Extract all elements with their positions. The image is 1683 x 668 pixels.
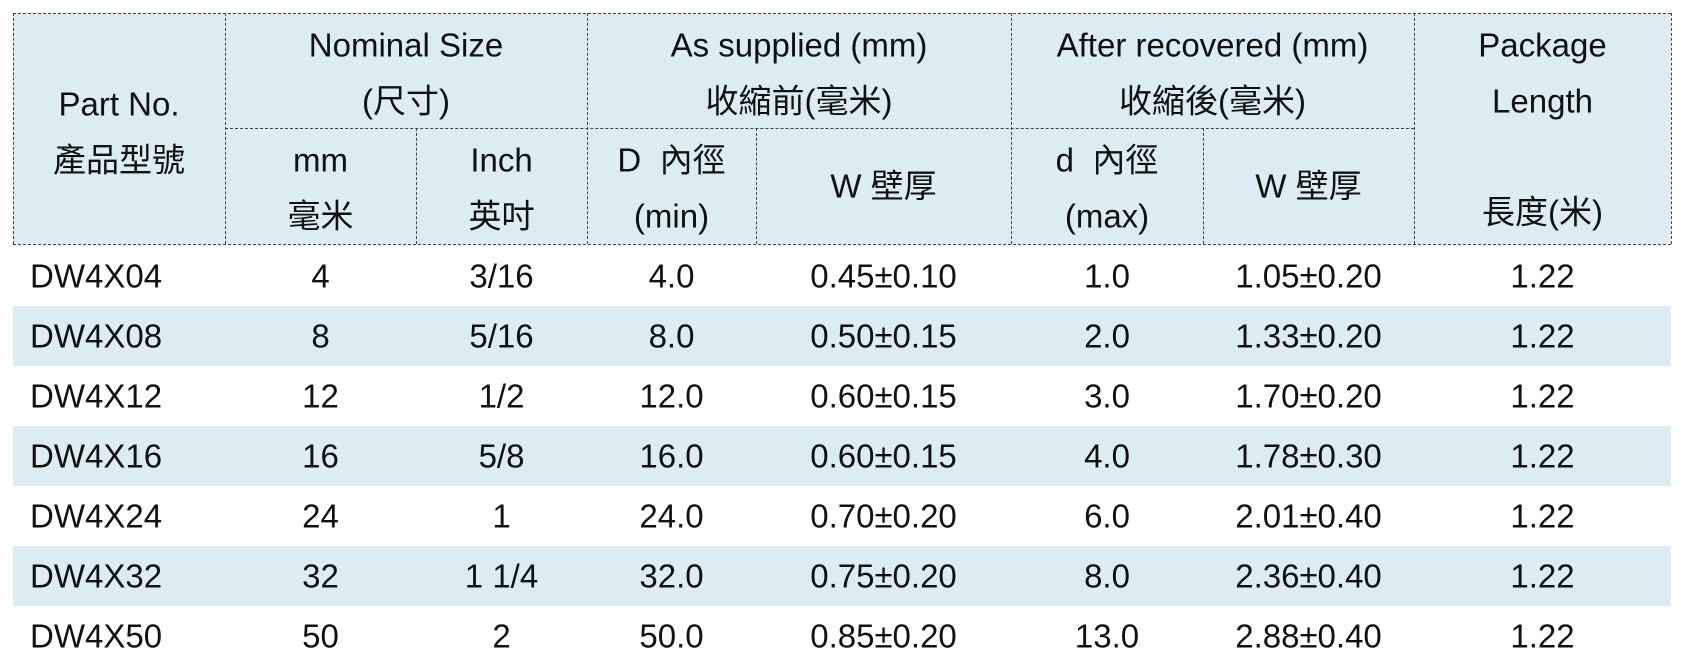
border [1414, 13, 1415, 244]
cell: 50 [302, 617, 339, 655]
cell: 16.0 [639, 437, 704, 475]
cell: 32 [302, 557, 339, 595]
cell: 32.0 [639, 557, 704, 595]
cell: 24 [302, 497, 339, 535]
cell: 12.0 [639, 377, 704, 415]
cell: 1.22 [1510, 497, 1575, 535]
cell: DW4X12 [30, 377, 163, 415]
header-text: Inch [470, 141, 533, 179]
border [1203, 128, 1204, 244]
cell: 4.0 [1084, 437, 1130, 475]
header-text: (max) [1064, 197, 1150, 235]
header-text: (尺寸) [362, 82, 450, 120]
header-text: 毫米 [287, 197, 354, 235]
cell: 0.70±0.20 [810, 497, 957, 535]
cell: 1.33±0.20 [1235, 317, 1382, 355]
cell: DW4X32 [30, 557, 163, 595]
cell: 3.0 [1084, 377, 1130, 415]
cell: 1 [492, 497, 511, 535]
cell: 1.22 [1510, 377, 1575, 415]
cell: 1/2 [478, 377, 525, 415]
cell: 1.78±0.30 [1235, 437, 1382, 475]
cell: 5/16 [469, 317, 534, 355]
cell: DW4X08 [30, 317, 163, 355]
cell: DW4X04 [30, 257, 163, 295]
header-text: mm [293, 141, 348, 179]
border [756, 128, 757, 244]
row-stripe [13, 306, 1671, 366]
cell: 2.88±0.40 [1235, 617, 1382, 655]
cell: 1.22 [1510, 557, 1575, 595]
cell: 5/8 [478, 437, 525, 475]
border [225, 13, 226, 244]
cell: DW4X50 [30, 617, 163, 655]
cell: 1.05±0.20 [1235, 257, 1382, 295]
cell: 0.75±0.20 [810, 557, 957, 595]
cell: 1.22 [1510, 617, 1575, 655]
border [225, 128, 1414, 129]
header-text: W 壁厚 [830, 167, 937, 205]
header-text: After recovered (mm) [1056, 26, 1369, 64]
header-text: W 壁厚 [1255, 167, 1362, 205]
header-text: 產品型號 [53, 141, 185, 179]
cell: 24.0 [639, 497, 704, 535]
cell: 1.22 [1510, 437, 1575, 475]
cell: 0.85±0.20 [810, 617, 957, 655]
header-text: Package [1478, 26, 1607, 64]
cell: DW4X24 [30, 497, 163, 535]
cell: 3/16 [469, 257, 534, 295]
cell: 2.0 [1084, 317, 1130, 355]
cell: 0.50±0.15 [810, 317, 957, 355]
header-text: As supplied (mm) [670, 26, 928, 64]
cell: 1.22 [1510, 257, 1575, 295]
header-text: D 內徑 [617, 141, 726, 179]
cell: 13.0 [1074, 617, 1140, 655]
border [13, 13, 1671, 14]
cell: 2 [492, 617, 511, 655]
row-stripe [13, 426, 1671, 486]
cell: 1.22 [1510, 317, 1575, 355]
cell: 8.0 [1084, 557, 1130, 595]
border [587, 13, 588, 244]
cell: 0.60±0.15 [810, 377, 957, 415]
cell: 8.0 [648, 317, 695, 355]
cell: 50.0 [639, 617, 704, 655]
header-text: 收縮前(毫米) [705, 82, 893, 120]
header-text: 長度(米) [1482, 193, 1603, 231]
cell: 6.0 [1084, 497, 1130, 535]
header-text: Part No. [58, 85, 180, 123]
cell: 1.0 [1084, 257, 1130, 295]
cell: 2.36±0.40 [1235, 557, 1382, 595]
border [1011, 13, 1012, 244]
cell: 4.0 [648, 257, 695, 295]
cell: 1 1/4 [464, 557, 539, 595]
header-text: (min) [633, 197, 710, 235]
header-text: 收縮後(毫米) [1119, 82, 1306, 120]
cell: 0.45±0.10 [810, 257, 957, 295]
border [1671, 13, 1672, 244]
header-text: Nominal Size [308, 26, 504, 64]
cell: 16 [302, 437, 339, 475]
cell: 1.70±0.20 [1235, 377, 1382, 415]
border [13, 244, 1671, 245]
border [416, 128, 417, 244]
border [13, 13, 14, 244]
cell: 4 [311, 257, 330, 295]
cell: 0.60±0.15 [810, 437, 957, 475]
header-text: Length [1492, 82, 1593, 120]
cell: 12 [302, 377, 339, 415]
header-text: d 內徑 [1055, 141, 1159, 179]
cell: 8 [311, 317, 330, 355]
cell: DW4X16 [30, 437, 163, 475]
header-text: 英吋 [468, 197, 535, 235]
cell: 2.01±0.40 [1235, 497, 1382, 535]
row-stripe [13, 546, 1671, 606]
